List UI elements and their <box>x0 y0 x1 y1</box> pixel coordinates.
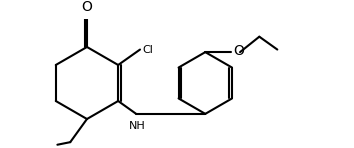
Text: Cl: Cl <box>143 45 154 55</box>
Text: O: O <box>234 44 245 58</box>
Text: NH: NH <box>129 121 146 131</box>
Text: O: O <box>81 0 92 14</box>
